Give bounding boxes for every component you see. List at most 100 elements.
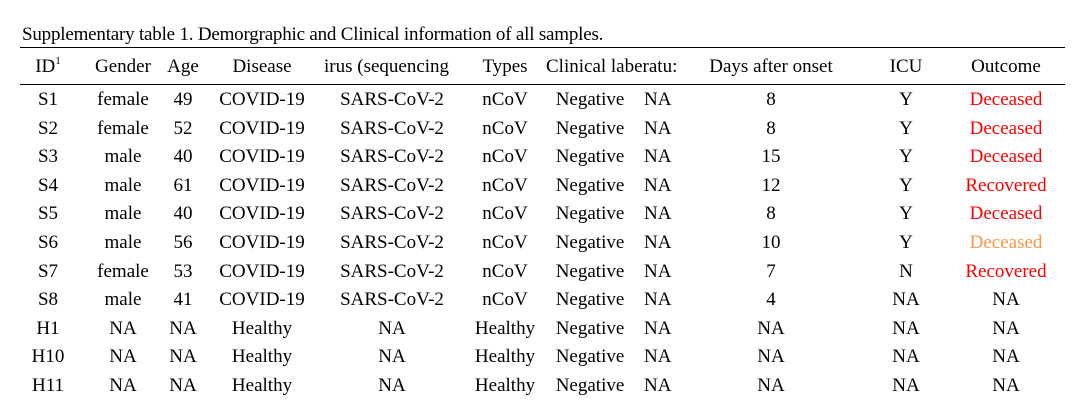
cell-days: 7 [766, 260, 776, 282]
cell-days: NA [757, 346, 785, 368]
cell-virus: SARS-CoV-2 [340, 232, 444, 253]
cell-lab: NA [644, 174, 672, 196]
cell-icu: Y [899, 117, 913, 139]
cell-outcome: NA [992, 317, 1020, 339]
cell-icu: NA [892, 375, 920, 396]
header-virus: irus (sequencing [324, 56, 450, 77]
cell-lab: NA [644, 260, 672, 282]
cell-disease: Healthy [231, 375, 293, 396]
table-row: S5 male 40 COVID-19 SARS-CoV-2 nCoV Negative NA… [0, 199, 1072, 228]
cell-gender: male [104, 146, 142, 168]
cell-lab: NA [644, 89, 672, 110]
cell-outcome: Recovered [965, 174, 1047, 196]
cell-gender: male [104, 174, 142, 196]
cell-icu: NA [892, 346, 920, 368]
cell-types: nCoV [482, 89, 528, 110]
cell-disease: Healthy [231, 346, 293, 368]
cell-disease: COVID-19 [219, 89, 305, 110]
header-clinical: Clinical laberatu: [546, 56, 678, 77]
cell-outcome: Recovered [965, 260, 1047, 282]
table-row: S4 male 61 COVID-19 SARS-CoV-2 nCoV Negative NA… [0, 171, 1072, 200]
cell-icu: NA [892, 317, 920, 339]
cell-id: S5 [37, 203, 59, 225]
cell-id: S8 [37, 289, 59, 311]
cell-gender: NA [109, 375, 137, 396]
table-header-row: ID1 Gender Age Disease irus (sequencing … [0, 52, 1072, 81]
table-row: S3 male 40 COVID-19 SARS-CoV-2 nCoV Negative NA… [0, 142, 1072, 171]
header-id-footnote: 1 [55, 55, 61, 67]
table-caption: Supplementary table 1. Demorgraphic and … [22, 24, 604, 45]
cell-icu: Y [899, 232, 913, 253]
table-header-rule [20, 84, 1065, 85]
cell-lab: NA [644, 317, 672, 339]
header-id: ID1 [22, 52, 74, 81]
cell-clinical: Negative [555, 375, 625, 396]
cell-outcome: Deceased [969, 146, 1043, 168]
cell-icu: Y [899, 146, 913, 168]
cell-clinical: Negative [555, 89, 625, 110]
cell-clinical: Negative [555, 146, 625, 168]
cell-lab: NA [644, 375, 672, 396]
cell-age: 41 [173, 289, 193, 311]
header-disease: Disease [232, 56, 292, 77]
cell-days: 12 [761, 174, 781, 196]
cell-virus: SARS-CoV-2 [340, 89, 444, 110]
header-days: Days after onset [709, 56, 833, 77]
header-icu: ICU [889, 56, 923, 77]
table-row: S1 female 49 COVID-19 SARS-CoV-2 nCoV Negative… [0, 85, 1072, 114]
table-row: H10 NA NA Healthy NA Healthy Negative NA NA NA NA [0, 342, 1072, 371]
cell-days: 4 [766, 289, 776, 311]
cell-days: 15 [761, 146, 781, 168]
cell-gender: male [104, 289, 142, 311]
cell-days: NA [757, 375, 785, 396]
cell-id: H10 [31, 346, 65, 368]
cell-lab: NA [644, 146, 672, 168]
table-top-rule [20, 47, 1065, 48]
cell-id: S7 [37, 260, 59, 282]
cell-clinical: Negative [555, 174, 625, 196]
cell-disease: COVID-19 [219, 174, 305, 196]
cell-outcome: Deceased [969, 203, 1043, 225]
cell-virus: SARS-CoV-2 [340, 146, 444, 168]
table-row: S7 female 53 COVID-19 SARS-CoV-2 nCoV Negative… [0, 257, 1072, 286]
cell-disease: COVID-19 [219, 146, 305, 168]
cell-virus: SARS-CoV-2 [340, 174, 444, 196]
table-row: S2 female 52 COVID-19 SARS-CoV-2 nCoV Negative… [0, 114, 1072, 143]
table-row: H11 NA NA Healthy NA Healthy Negative NA NA NA NA [0, 371, 1072, 400]
cell-outcome: Deceased [969, 89, 1043, 110]
cell-lab: NA [644, 203, 672, 225]
cell-gender: female [97, 89, 149, 110]
cell-age: 56 [173, 232, 193, 253]
cell-days: 8 [766, 203, 776, 225]
cell-id: H1 [36, 317, 60, 339]
cell-outcome: NA [992, 346, 1020, 368]
cell-disease: COVID-19 [219, 232, 305, 253]
cell-types: Healthy [474, 375, 536, 396]
table-row: S8 male 41 COVID-19 SARS-CoV-2 nCoV Negative NA… [0, 285, 1072, 314]
cell-age: 52 [173, 117, 193, 139]
cell-icu: N [899, 260, 913, 282]
cell-types: nCoV [482, 146, 528, 168]
cell-virus: NA [378, 346, 406, 368]
cell-id: S6 [37, 232, 59, 253]
header-id-label: ID [35, 56, 56, 77]
cell-gender: NA [109, 317, 137, 339]
cell-icu: Y [899, 89, 913, 110]
cell-virus: SARS-CoV-2 [340, 260, 444, 282]
cell-clinical: Negative [555, 203, 625, 225]
cell-disease: COVID-19 [219, 289, 305, 311]
cell-id: S4 [37, 174, 59, 196]
cell-types: Healthy [474, 346, 536, 368]
cell-age: 53 [173, 260, 193, 282]
cell-gender: NA [109, 346, 137, 368]
cell-icu: Y [899, 174, 913, 196]
cell-gender: male [104, 232, 142, 253]
cell-icu: Y [899, 203, 913, 225]
cell-outcome: NA [992, 289, 1020, 311]
cell-virus: SARS-CoV-2 [340, 117, 444, 139]
cell-types: nCoV [482, 174, 528, 196]
cell-disease: COVID-19 [219, 117, 305, 139]
cell-gender: female [97, 117, 149, 139]
cell-age: 40 [173, 146, 193, 168]
cell-outcome: NA [992, 375, 1020, 396]
